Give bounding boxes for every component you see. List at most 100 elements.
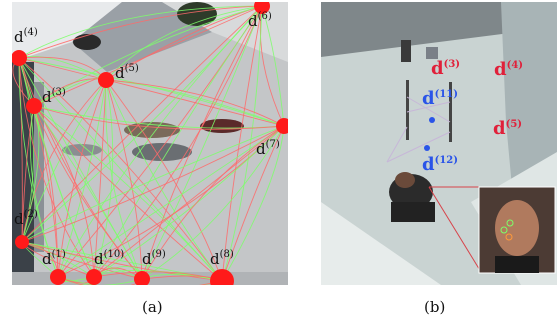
label-d3: d(3) <box>431 58 460 79</box>
node-label-n5: d(5) <box>115 63 139 82</box>
trajectory-curve <box>18 57 285 127</box>
node-label-n4: d(4) <box>14 27 38 46</box>
label-d12: d(12) <box>422 154 458 175</box>
trajectory-curve <box>57 79 107 278</box>
trajectory-curve <box>33 105 223 282</box>
trajectory-curve <box>33 105 59 278</box>
trajectory-curve <box>57 276 223 285</box>
node-label-n8: d(8) <box>210 249 234 268</box>
label-d5: d(5) <box>493 118 522 139</box>
sunlight-patch <box>321 202 441 285</box>
panel-b-photo: d(3) d(4) d(5) d(11) d(12) <box>321 2 557 285</box>
node-label-n6: d(6) <box>248 11 272 30</box>
trajectory-curve <box>18 57 23 243</box>
sensor-line <box>386 126 408 163</box>
trajectory-curve <box>93 5 263 278</box>
wheelchair-base <box>391 202 435 222</box>
trajectory-curve <box>105 79 143 280</box>
trajectory-curve <box>105 79 143 280</box>
trajectory-curve <box>21 5 263 243</box>
marker-dot <box>424 145 430 151</box>
panel-b-svg: d(3) d(4) d(5) d(11) d(12) <box>321 2 557 285</box>
trajectory-curve <box>105 5 263 81</box>
node-marker-n5 <box>98 72 114 88</box>
node-label-n10: d(10) <box>94 249 124 268</box>
trajectory-curve <box>57 79 107 278</box>
trajectory-curve <box>21 79 107 243</box>
trajectory-curve <box>93 125 285 278</box>
trajectory-curve <box>221 125 285 282</box>
pole-2 <box>449 82 452 142</box>
trajectory-curve <box>21 125 285 243</box>
node-label-n3: d(3) <box>42 87 66 106</box>
node-marker-n10 <box>86 269 102 285</box>
trajectory-curve <box>141 125 285 280</box>
upper-left-structure <box>12 2 122 62</box>
node-marker-n7 <box>276 118 288 134</box>
landmark-point <box>500 226 508 234</box>
trajectory-curve <box>21 79 107 243</box>
node-label-n1: d(1) <box>42 249 66 268</box>
left-wall <box>12 62 34 285</box>
panel-a-svg: d(4) d(6) d(5) d(3) d(7) d(2) d(1) d(10) d(9) d(8… <box>12 2 288 285</box>
node-marker-n1 <box>50 269 66 285</box>
trajectory-curve <box>259 5 285 127</box>
trajectory-curve <box>33 5 263 107</box>
node-label-n7: d(7) <box>256 139 280 158</box>
face <box>495 200 539 256</box>
trajectory-curve <box>33 105 143 280</box>
trajectory-curve <box>221 5 263 282</box>
node-marker-n3 <box>26 98 42 114</box>
trajectory-curve <box>93 271 223 282</box>
node-marker-n6 <box>254 2 270 14</box>
sensor-line <box>406 96 451 123</box>
node-label-n2: d(2) <box>14 209 38 228</box>
upper-gallery <box>321 2 557 57</box>
caption-b: (b) <box>424 298 446 316</box>
trajectory-curve <box>105 79 223 282</box>
trajectory-curve <box>141 125 285 280</box>
distant-person <box>401 40 411 62</box>
trajectory-curve <box>57 125 285 278</box>
inset-pointer <box>428 186 482 273</box>
trajectory-curve <box>21 125 285 243</box>
trajectory-curve <box>141 5 263 280</box>
node-marker-n9 <box>134 271 150 285</box>
trajectory-curve <box>93 5 263 278</box>
user-head <box>395 172 415 188</box>
label-d4: d(4) <box>494 59 523 80</box>
trajectory-curve <box>18 57 285 127</box>
sensor-line <box>406 101 451 113</box>
trajectory-curve <box>18 57 59 278</box>
trajectory-curve <box>33 5 263 107</box>
trajectory-curve <box>33 105 223 282</box>
node-label-n9: d(9) <box>142 249 166 268</box>
person-group-3 <box>132 143 192 161</box>
panel-a-trajectory-image: d(4) d(6) d(5) d(3) d(7) d(2) d(1) d(10) d(9) d(8… <box>12 2 288 285</box>
trajectory-curve <box>33 105 285 130</box>
node-marker-n2 <box>15 235 29 249</box>
trajectory-curve <box>18 5 263 59</box>
trajectory-curve <box>18 57 223 282</box>
stair-area <box>72 2 212 72</box>
node-markers <box>12 2 288 285</box>
node-marker-n4 <box>12 50 27 66</box>
trajectory-curve <box>105 79 223 282</box>
bin <box>426 47 438 59</box>
trajectory-curve <box>93 79 107 278</box>
trajectory-curve <box>21 241 143 280</box>
person-group-2 <box>200 119 244 133</box>
label-d11: d(11) <box>422 88 458 109</box>
sensor-line <box>386 131 451 163</box>
shoulders <box>495 256 539 273</box>
trajectory-curve <box>57 5 263 278</box>
marker-dot <box>429 117 435 123</box>
pole-1 <box>406 80 409 140</box>
node-marker-n8 <box>210 269 234 285</box>
trajectory-curve <box>21 241 223 282</box>
trajectory-curve <box>105 79 285 127</box>
trajectory-curve <box>261 5 285 127</box>
left-rail <box>34 82 44 252</box>
trajectory-curve <box>141 5 263 280</box>
caption-a: (a) <box>142 298 163 316</box>
